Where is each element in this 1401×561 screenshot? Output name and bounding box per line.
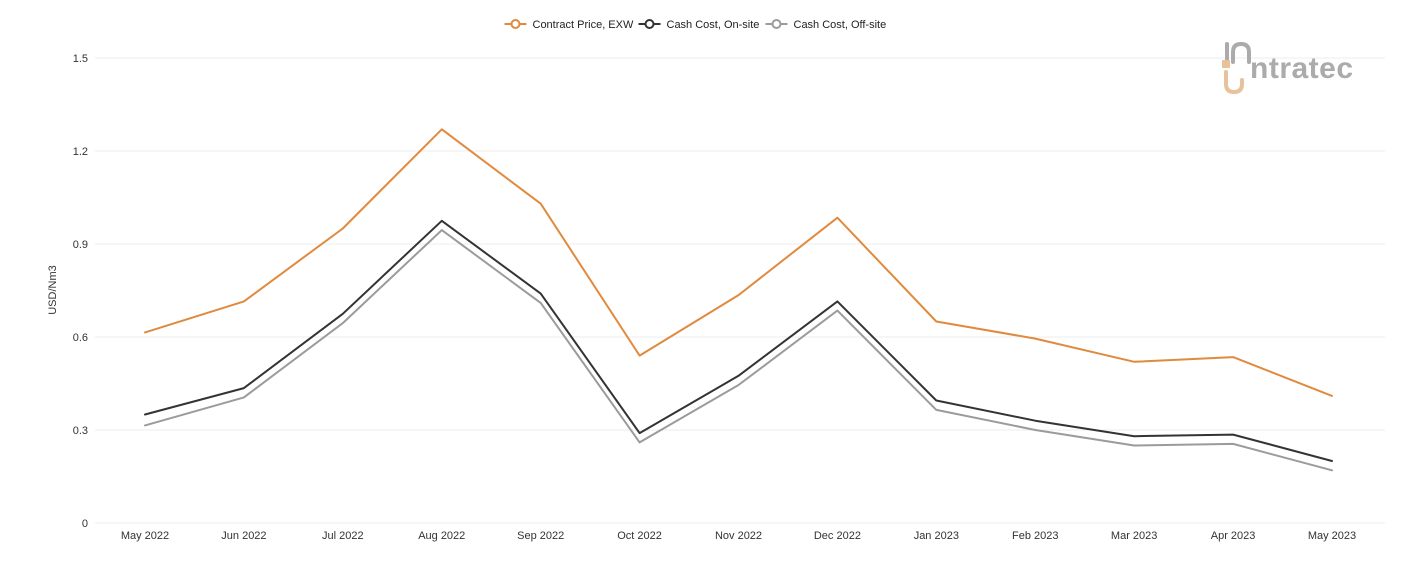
gridlines [95, 57, 1385, 524]
legend-item: Cash Cost, On-site [638, 19, 760, 31]
logo-hook-icon [1224, 70, 1244, 95]
x-tick-label: Feb 2023 [1012, 530, 1058, 542]
legend-label: Cash Cost, On-site [667, 19, 760, 31]
series-line-1 [144, 219, 1333, 462]
y-tick-label: 1.5 [73, 53, 88, 65]
legend-marker-icon [510, 19, 521, 29]
y-axis-title: USD/Nm3 [47, 265, 59, 315]
x-tick-label: Jun 2022 [221, 530, 266, 542]
x-tick-label: Dec 2022 [814, 530, 861, 542]
y-tick-label: 0 [82, 518, 88, 530]
x-tick-label: Oct 2022 [617, 530, 662, 542]
x-tick-label: Mar 2023 [1111, 530, 1157, 542]
y-tick-label: 0.9 [73, 239, 88, 251]
legend-item: Contract Price, EXW [504, 19, 634, 31]
logo-dot-icon [1222, 60, 1230, 68]
x-tick-label: Apr 2023 [1211, 530, 1256, 542]
x-tick-label: Jul 2022 [322, 530, 364, 542]
x-tick-label: May 2022 [121, 530, 169, 542]
y-tick-label: 0.3 [73, 425, 88, 437]
legend-marker-icon [644, 19, 655, 29]
x-tick-label: Jan 2023 [914, 530, 959, 542]
y-tick-label: 1.2 [73, 146, 88, 158]
series-line-2 [144, 229, 1333, 472]
legend-marker-icon [771, 19, 782, 29]
y-axis: 0 0.3 0.6 0.9 1.2 1.5 [73, 53, 88, 530]
logo-mark-icon [1225, 41, 1251, 64]
logo-wordmark: ntratec [1250, 52, 1354, 85]
x-tick-label: Aug 2022 [418, 530, 465, 542]
y-tick-label: 0.6 [73, 332, 88, 344]
x-axis: May 2022 Jun 2022 Jul 2022 Aug 2022 Sep 2022… [121, 530, 1356, 542]
series-line-0 [144, 128, 1333, 397]
series-lines [144, 128, 1333, 472]
legend-item: Cash Cost, Off-site [765, 19, 887, 31]
legend-label: Cash Cost, Off-site [794, 19, 887, 31]
legend: Contract Price, EXW Cash Cost, On-site Cas… [504, 19, 887, 31]
legend-label: Contract Price, EXW [533, 19, 634, 31]
x-tick-label: Sep 2022 [517, 530, 564, 542]
intratec-logo: ntratec [1222, 41, 1354, 95]
x-tick-label: Nov 2022 [715, 530, 762, 542]
x-tick-label: May 2023 [1308, 530, 1356, 542]
